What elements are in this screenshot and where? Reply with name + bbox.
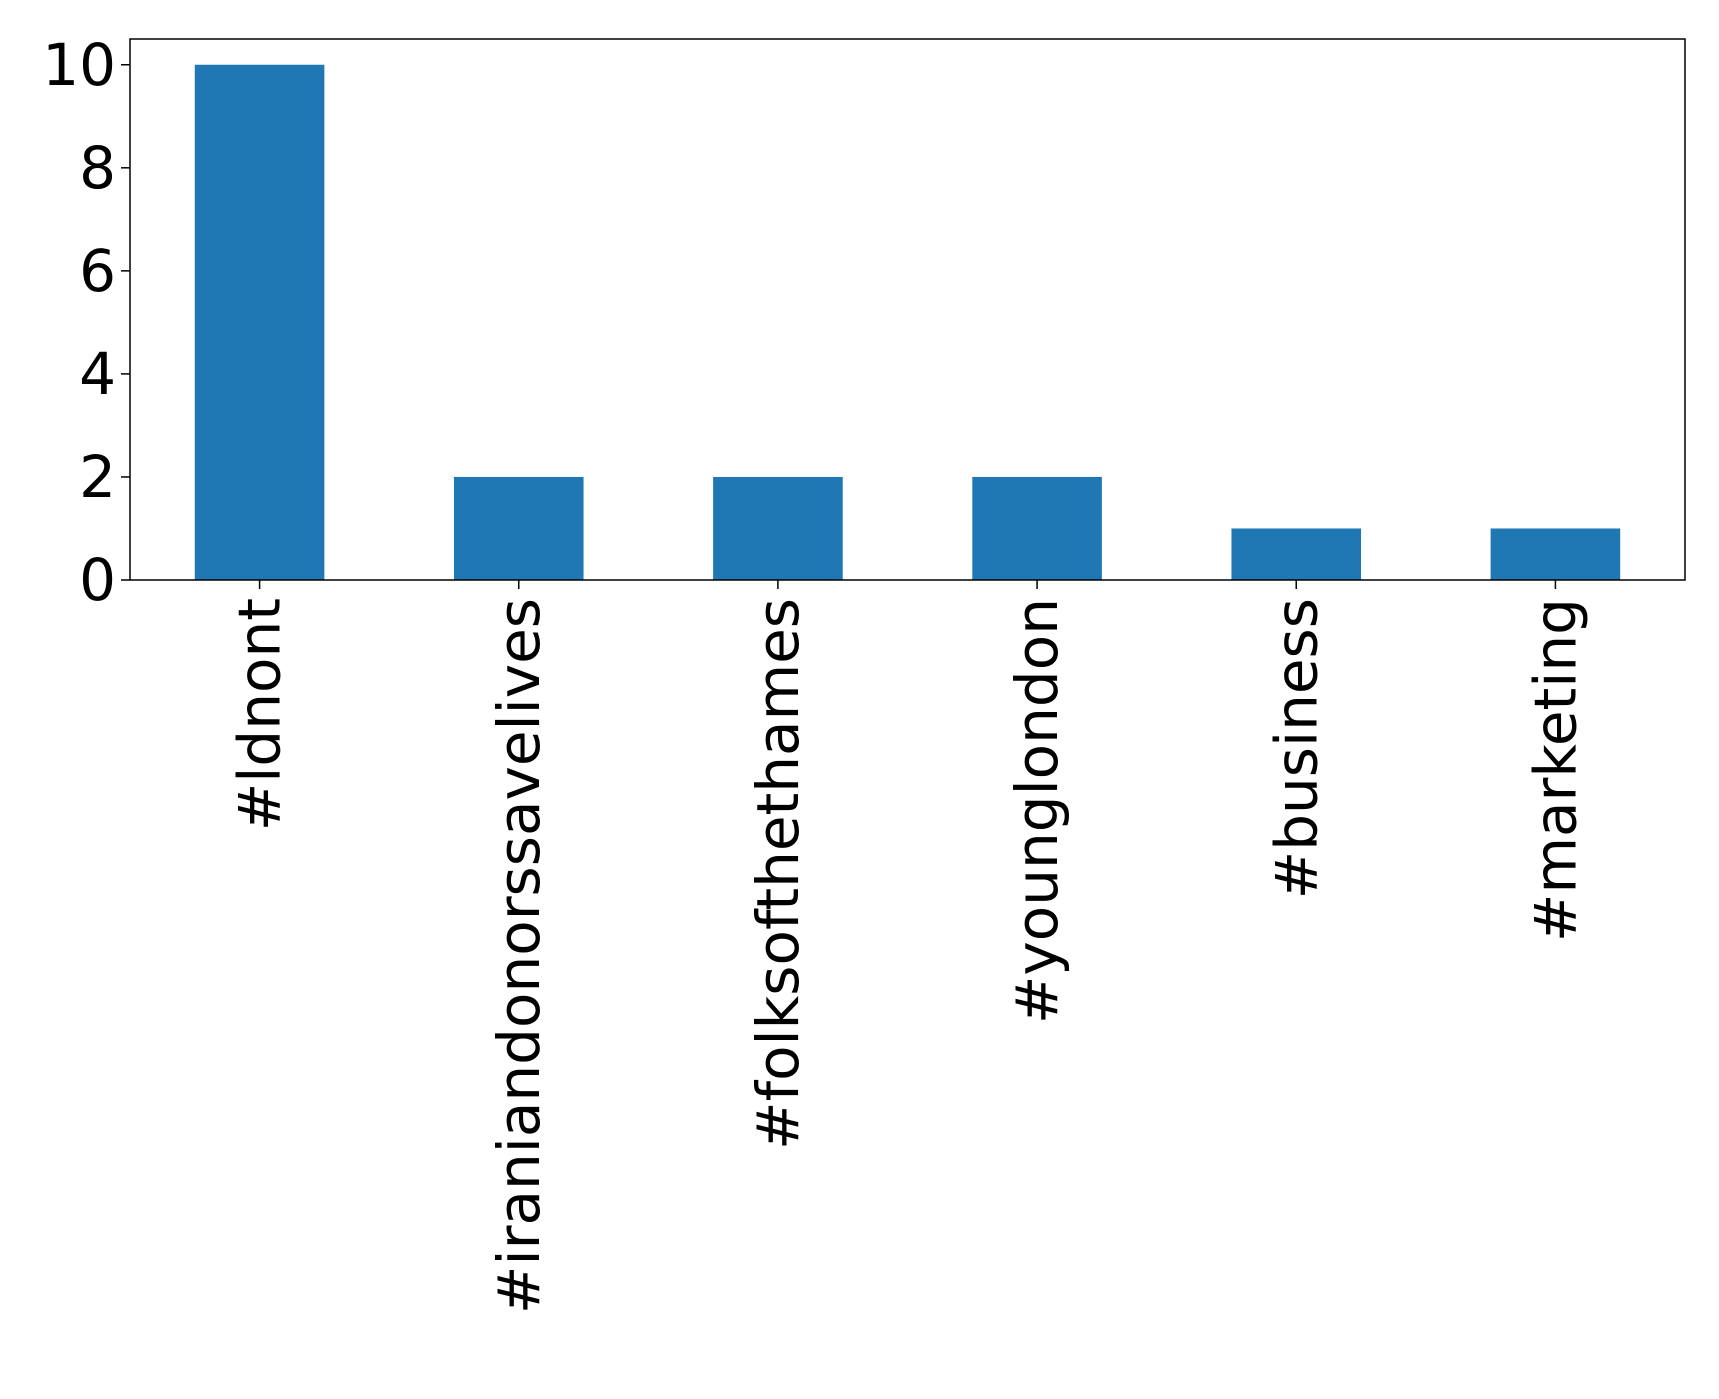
x-category-label-1: #iraniandonorssavelives: [485, 598, 553, 1314]
y-tick-label-5: 10: [42, 31, 116, 99]
bar-0: [194, 64, 325, 580]
y-tick-label-4: 8: [79, 134, 116, 202]
y-tick-label-0: 0: [79, 546, 116, 614]
x-category-label-3: #younglondon: [1003, 598, 1071, 1024]
x-category-label-0: #ldnont: [226, 598, 294, 831]
x-category-label-4: #business: [1262, 598, 1330, 899]
y-tick-label-1: 2: [79, 443, 116, 511]
x-category-label-2: #folksofthethames: [744, 598, 812, 1150]
x-category-label-5: #marketing: [1521, 598, 1589, 942]
bars-layer: [194, 64, 1621, 580]
y-axis: 0 2 4 6 8 10: [42, 31, 130, 614]
bar-1: [453, 476, 584, 580]
bar-5: [1490, 528, 1621, 580]
plot-frame: [129, 38, 1686, 581]
y-tick-label-3: 6: [79, 237, 116, 305]
x-axis: #ldnont #iraniandonorssavelives #folksofth…: [226, 580, 1589, 1314]
bar-3: [972, 476, 1102, 580]
bar-2: [713, 476, 843, 580]
bar-4: [1231, 528, 1362, 580]
y-tick-label-2: 4: [79, 340, 116, 408]
